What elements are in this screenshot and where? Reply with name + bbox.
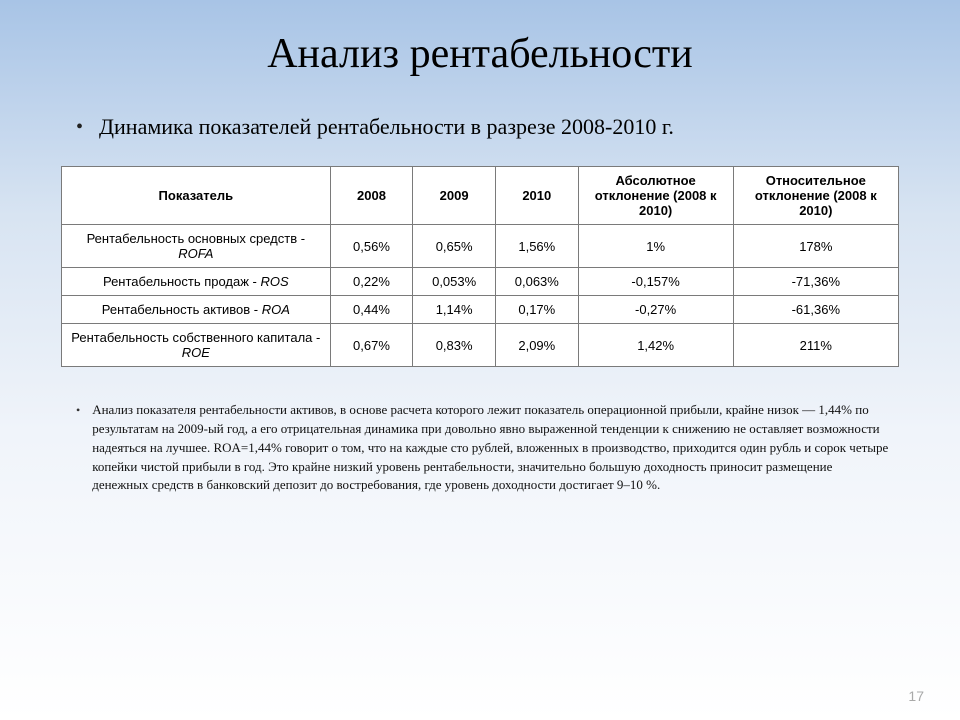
cell-rel: 178% xyxy=(733,225,898,268)
cell-indicator: Рентабельность основных средств - ROFA xyxy=(62,225,331,268)
slide-subtitle: Динамика показателей рентабельности в ра… xyxy=(99,114,674,140)
cell-abs: 1% xyxy=(578,225,733,268)
indicator-abbrev: ROS xyxy=(261,274,289,289)
cell-2009: 1,14% xyxy=(413,296,496,324)
cell-abs: -0,27% xyxy=(578,296,733,324)
subtitle-bullet-row: • Динамика показателей рентабельности в … xyxy=(76,114,900,140)
cell-2009: 0,83% xyxy=(413,324,496,367)
slide-title: Анализ рентабельности xyxy=(60,30,900,78)
indicator-name: Рентабельность активов - xyxy=(102,302,262,317)
th-abs: Абсолютное отклонение (2008 к 2010) xyxy=(578,167,733,225)
cell-2010: 0,17% xyxy=(495,296,578,324)
cell-2010: 2,09% xyxy=(495,324,578,367)
cell-2008: 0,22% xyxy=(330,268,413,296)
table-row: Рентабельность собственного капитала - R… xyxy=(62,324,899,367)
cell-abs: 1,42% xyxy=(578,324,733,367)
th-indicator: Показатель xyxy=(62,167,331,225)
indicator-name: Рентабельность собственного капитала - xyxy=(71,330,320,345)
indicator-name: Рентабельность основных средств - xyxy=(87,231,306,246)
cell-rel: -61,36% xyxy=(733,296,898,324)
cell-2009: 0,053% xyxy=(413,268,496,296)
indicator-abbrev: ROFA xyxy=(178,246,213,261)
bullet-icon: • xyxy=(76,116,83,138)
body-bullet-row: • Анализ показателя рентабельности актив… xyxy=(76,401,890,495)
cell-rel: -71,36% xyxy=(733,268,898,296)
cell-rel: 211% xyxy=(733,324,898,367)
table-row: Рентабельность продаж - ROS 0,22% 0,053%… xyxy=(62,268,899,296)
table-header-row: Показатель 2008 2009 2010 Абсолютное отк… xyxy=(62,167,899,225)
cell-abs: -0,157% xyxy=(578,268,733,296)
cell-indicator: Рентабельность активов - ROA xyxy=(62,296,331,324)
profitability-table: Показатель 2008 2009 2010 Абсолютное отк… xyxy=(61,166,899,367)
th-2010: 2010 xyxy=(495,167,578,225)
table-row: Рентабельность активов - ROA 0,44% 1,14%… xyxy=(62,296,899,324)
cell-2009: 0,65% xyxy=(413,225,496,268)
page-number: 17 xyxy=(908,688,924,704)
cell-indicator: Рентабельность собственного капитала - R… xyxy=(62,324,331,367)
indicator-name: Рентабельность продаж - xyxy=(103,274,261,289)
th-rel: Относительное отклонение (2008 к 2010) xyxy=(733,167,898,225)
slide: Анализ рентабельности • Динамика показат… xyxy=(0,0,960,720)
th-2009: 2009 xyxy=(413,167,496,225)
cell-2010: 1,56% xyxy=(495,225,578,268)
body-paragraph: Анализ показателя рентабельности активов… xyxy=(92,401,890,495)
th-2008: 2008 xyxy=(330,167,413,225)
cell-2008: 0,56% xyxy=(330,225,413,268)
cell-indicator: Рентабельность продаж - ROS xyxy=(62,268,331,296)
cell-2008: 0,67% xyxy=(330,324,413,367)
indicator-abbrev: ROE xyxy=(182,345,210,360)
bullet-icon: • xyxy=(76,403,80,418)
cell-2010: 0,063% xyxy=(495,268,578,296)
indicator-abbrev: ROA xyxy=(262,302,290,317)
cell-2008: 0,44% xyxy=(330,296,413,324)
table-row: Рентабельность основных средств - ROFA 0… xyxy=(62,225,899,268)
